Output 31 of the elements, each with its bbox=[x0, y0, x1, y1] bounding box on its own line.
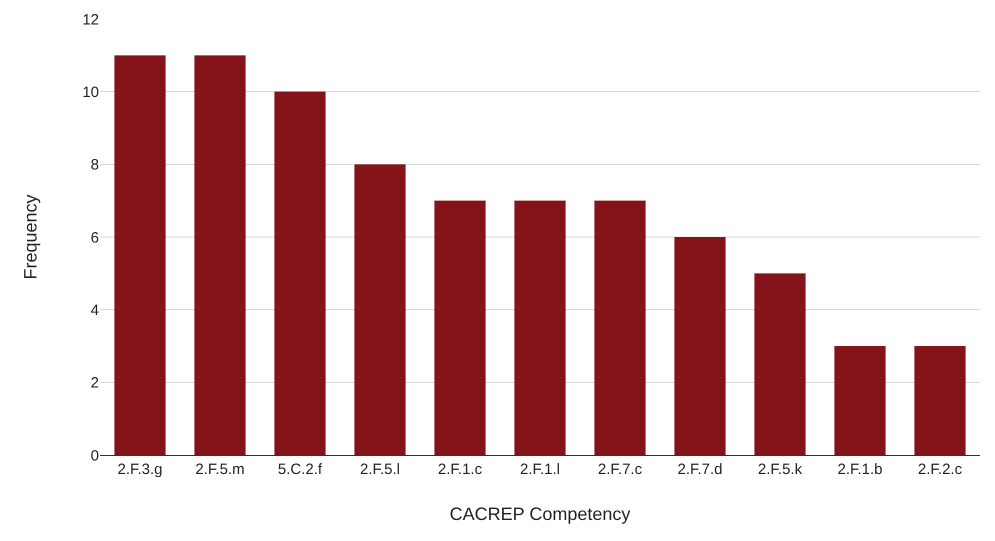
bar bbox=[194, 55, 246, 455]
y-tick-label: 0 bbox=[90, 447, 99, 464]
bar bbox=[834, 346, 886, 455]
y-axis-title: Frequency bbox=[20, 194, 41, 280]
y-tick-label: 6 bbox=[90, 229, 99, 246]
bar bbox=[914, 346, 966, 455]
y-tick-label: 2 bbox=[90, 374, 99, 392]
bar bbox=[114, 55, 166, 455]
x-tick-label: 5.C.2.f bbox=[278, 461, 323, 478]
x-tick-label: 2.F.3.g bbox=[117, 461, 163, 478]
bar bbox=[434, 200, 486, 455]
x-tick-label: 2.F.7.d bbox=[677, 461, 723, 478]
y-tick-label: 12 bbox=[82, 11, 99, 28]
x-tick-label: 2.F.5.m bbox=[195, 461, 245, 478]
y-tick-label: 4 bbox=[90, 302, 99, 319]
bar bbox=[274, 92, 326, 455]
x-tick-label: 2.F.2.c bbox=[918, 461, 963, 478]
y-tick-label: 10 bbox=[82, 84, 99, 101]
y-tick-label: 8 bbox=[90, 156, 99, 174]
x-axis-title: CACREP Competency bbox=[450, 504, 630, 524]
x-tick-label: 2.F.1.l bbox=[520, 461, 560, 478]
bar bbox=[354, 164, 406, 455]
bar bbox=[514, 200, 566, 455]
x-tick-label: 2.F.5.k bbox=[758, 461, 803, 478]
x-tick-label: 2.F.1.b bbox=[837, 461, 883, 478]
x-tick-label: 2.F.5.l bbox=[360, 461, 400, 478]
x-tick-label: 2.F.1.c bbox=[438, 461, 483, 478]
bar bbox=[594, 200, 646, 455]
bar bbox=[754, 273, 806, 455]
x-tick-label: 2.F.7.c bbox=[598, 461, 643, 478]
bar bbox=[674, 237, 726, 455]
